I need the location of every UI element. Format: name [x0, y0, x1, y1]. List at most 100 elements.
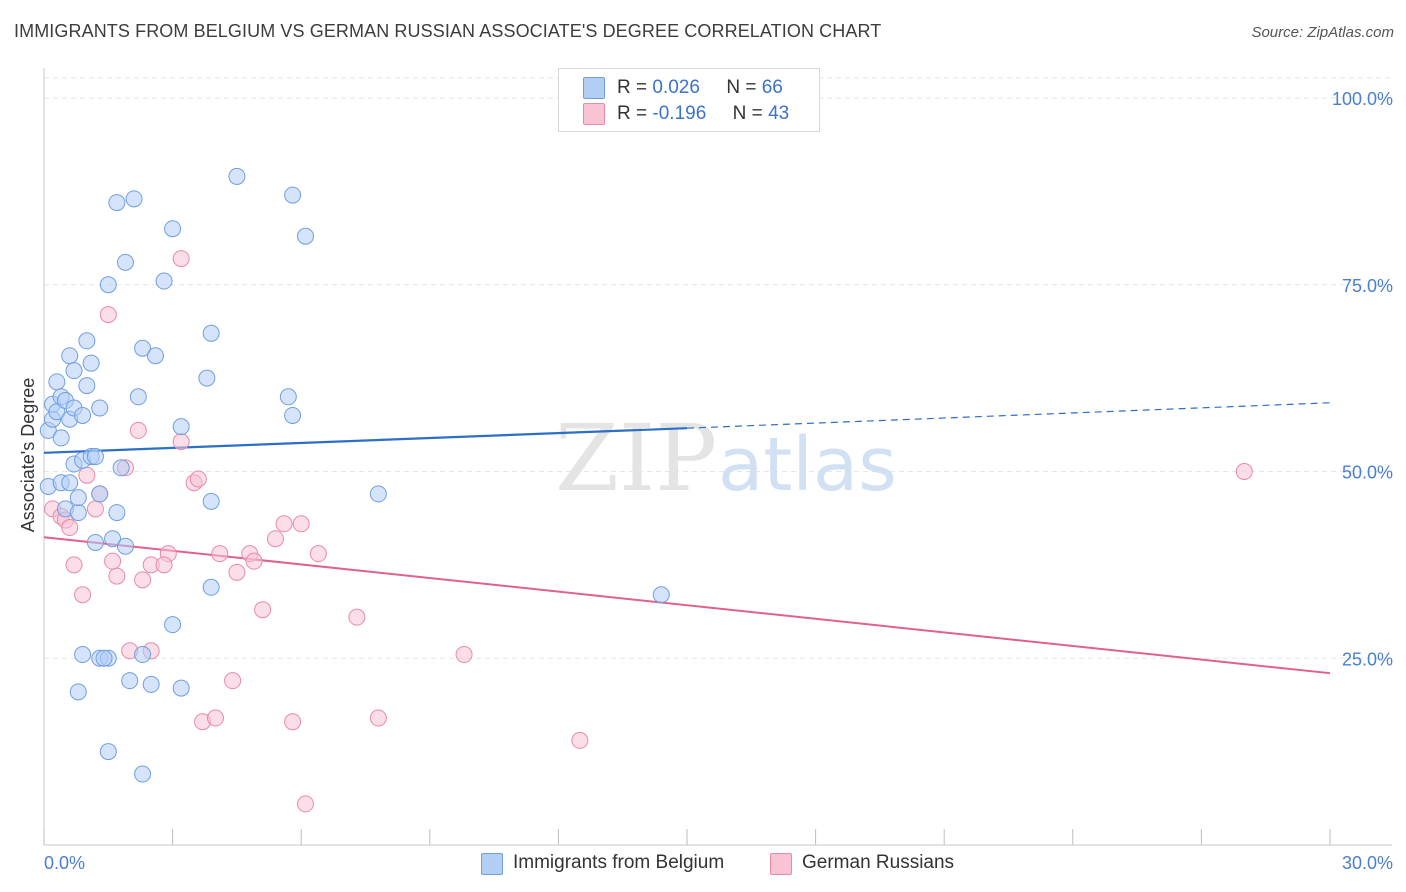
belgium-point — [86, 533, 104, 551]
belgium-point — [86, 448, 104, 466]
german-russians-point — [228, 563, 246, 581]
german-russians-point — [1235, 463, 1253, 480]
y-tick-label: 25.0% — [1342, 649, 1393, 669]
german-russians-point — [348, 608, 366, 626]
belgium-point — [142, 675, 160, 693]
belgium-point — [108, 194, 126, 212]
german-russians-point — [309, 545, 327, 563]
belgium-point — [198, 369, 216, 387]
belgium-trend-extension — [686, 402, 1331, 429]
german-russians-point — [296, 795, 314, 813]
belgium-point — [61, 474, 79, 492]
watermark-zip: ZIP — [555, 405, 717, 512]
belgium-point — [164, 220, 182, 238]
belgium-point — [121, 672, 139, 690]
bottom-legend-label-blue: Immigrants from Belgium — [513, 852, 725, 873]
belgium-point — [78, 332, 96, 350]
x-tick-label: 0.0% — [44, 853, 85, 873]
german-russians-point — [78, 466, 96, 484]
belgium-point — [69, 489, 87, 507]
german-russians-point — [104, 552, 122, 570]
y-tick-label: 75.0% — [1342, 276, 1393, 296]
german-russians-point — [275, 515, 293, 533]
x-tick-label: 30.0% — [1342, 853, 1393, 873]
belgium-point — [284, 186, 302, 204]
belgium-point — [134, 646, 152, 664]
bottom-legend-label-pink: German Russians — [802, 852, 955, 873]
belgium-point — [172, 679, 190, 697]
german-russians-point — [108, 567, 126, 585]
y-tick-label: 50.0% — [1342, 463, 1393, 483]
belgium-point — [48, 373, 66, 391]
belgium-point — [74, 646, 92, 664]
german-russians-point — [189, 470, 207, 488]
german-russians-point — [74, 586, 92, 604]
belgium-point — [202, 492, 220, 510]
german-russians-points — [44, 250, 1253, 813]
german-russians-point — [61, 519, 79, 537]
legend-r-value: 0.026 — [652, 77, 700, 98]
german-russians-point — [571, 731, 589, 749]
german-russians-point — [254, 601, 272, 619]
belgium-point — [134, 765, 152, 783]
x-tick-labels: 0.0% 30.0% — [44, 853, 1393, 873]
legend-swatch-pink — [583, 103, 605, 125]
german-russians-point — [206, 709, 224, 727]
belgium-point — [78, 377, 96, 395]
legend-n-label: N = — [726, 77, 757, 98]
belgium-point — [65, 362, 83, 380]
chart-title: IMMIGRANTS FROM BELGIUM VS GERMAN RUSSIA… — [14, 21, 882, 41]
german-russians-point — [134, 571, 152, 589]
legend-r-label: R = — [617, 103, 648, 124]
belgium-point — [108, 504, 126, 522]
belgium-point — [125, 190, 143, 208]
german-russians-point — [172, 250, 190, 268]
bottom-legend-swatch-pink — [770, 853, 792, 875]
grid-lines — [44, 77, 1392, 659]
belgium-point — [164, 616, 182, 634]
belgium-point — [91, 485, 109, 503]
german-russians-trend-line — [43, 536, 1331, 675]
legend-r-label: R = — [617, 77, 648, 98]
y-tick-label: 100.0% — [1332, 89, 1393, 109]
german-russians-point — [224, 672, 242, 690]
y-tick-labels: 25.0% 50.0% 75.0% 100.0% — [1332, 89, 1393, 669]
belgium-point — [52, 429, 70, 447]
belgium-point — [116, 537, 134, 555]
belgium-point — [134, 339, 152, 357]
belgium-point — [69, 683, 87, 701]
german-russians-point — [129, 421, 147, 439]
legend-n-value: 43 — [768, 103, 790, 124]
legend-swatch-blue — [583, 77, 605, 99]
correlation-legend: R = 0.026 N = 66 R = -0.196 N = 43 — [558, 68, 820, 132]
belgium-point — [95, 649, 113, 667]
german-russians-point — [211, 545, 229, 563]
legend-n-label: N = — [732, 103, 763, 124]
german-russians-point — [245, 552, 263, 570]
belgium-point — [279, 388, 297, 406]
belgium-point — [652, 586, 670, 604]
german-russians-point — [369, 709, 387, 727]
german-russians-point — [455, 646, 473, 664]
belgium-point — [74, 406, 92, 424]
belgium-point — [296, 227, 314, 245]
legend-r-value: -0.196 — [652, 103, 707, 124]
belgium-point — [91, 399, 109, 417]
german-russians-point — [292, 515, 310, 533]
belgium-point — [112, 459, 130, 477]
bottom-legend-swatch-blue — [481, 853, 503, 875]
belgium-point — [129, 388, 147, 406]
watermark: ZIP atlas — [555, 405, 897, 512]
source-label: Source: ZipAtlas.com — [1251, 24, 1394, 41]
belgium-points — [39, 167, 670, 783]
belgium-point — [172, 418, 190, 436]
belgium-point — [99, 276, 117, 294]
belgium-point — [369, 485, 387, 503]
belgium-point — [202, 578, 220, 596]
belgium-point — [116, 253, 134, 271]
german-russians-point — [266, 530, 284, 548]
belgium-point — [146, 347, 164, 365]
belgium-point — [228, 167, 246, 185]
german-russians-point — [155, 556, 173, 574]
